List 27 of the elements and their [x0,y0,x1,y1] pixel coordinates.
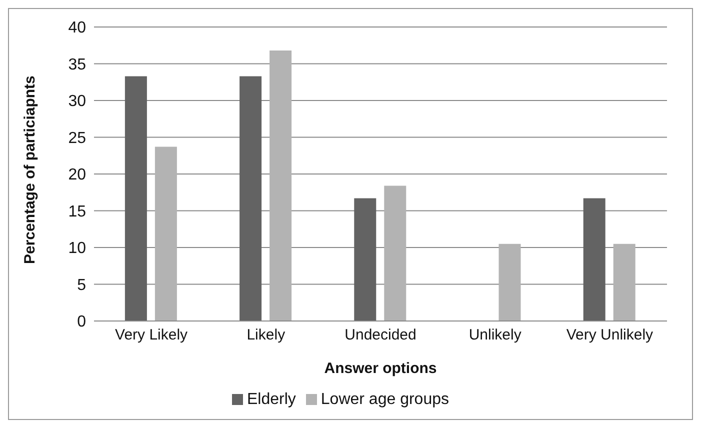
y-tick-label: 15 [68,203,86,220]
y-tick-label: 0 [77,314,86,331]
bar [124,76,147,321]
x-tick-label: Undecided [344,326,416,344]
bar [613,244,636,321]
y-tick-label: 25 [68,130,86,147]
bar [154,146,177,321]
y-axis-title: Percentage of particiapnts [21,76,38,264]
bar [240,76,262,321]
x-tick-label: Very Likely [115,326,188,344]
y-tick-label: 35 [68,56,86,74]
bar [583,198,606,321]
y-tick-label: 30 [68,93,86,110]
legend-label: Elderly [247,391,296,408]
y-tick-label: 10 [68,240,86,258]
x-tick-label: Likely [246,326,286,344]
y-tick-label: 40 [68,20,86,37]
y-tick-label: 20 [68,166,86,184]
bar [384,186,406,321]
x-tick-label: Unlikely [468,326,522,344]
x-tick-label: Very Unlikely [566,326,654,344]
legend-label: Lower age groups [320,391,449,408]
x-axis-title: Answer options [324,360,437,377]
bar [354,198,376,321]
bar [270,50,292,321]
bar [498,244,521,321]
y-tick-label: 5 [77,276,86,294]
